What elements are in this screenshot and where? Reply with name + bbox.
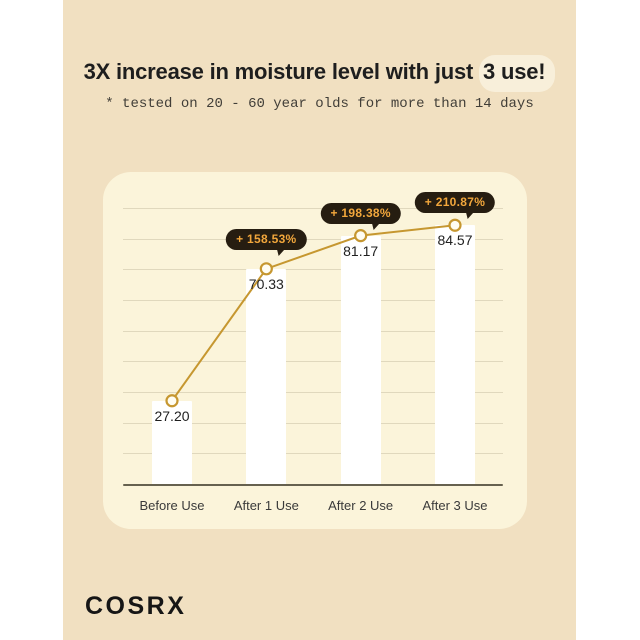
- x-axis-line: [123, 484, 503, 486]
- x-axis-label: After 3 Use: [422, 498, 488, 513]
- growth-badge: + 158.53%: [226, 229, 307, 250]
- growth-badge: + 210.87%: [414, 192, 496, 213]
- trend-line: [171, 224, 456, 402]
- bar: [152, 400, 192, 484]
- bar: [434, 225, 475, 484]
- x-axis-label: After 2 Use: [328, 498, 394, 513]
- headline: 3X increase in moisture level with just …: [63, 55, 576, 92]
- brand-logo: COSRX: [85, 592, 187, 620]
- headline-text: 3X increase in moisture level with just: [83, 59, 480, 84]
- bar: [340, 235, 381, 484]
- bar: [246, 268, 287, 484]
- x-axis-label: After 1 Use: [233, 498, 299, 513]
- bar-value-label: 27.20: [154, 407, 190, 424]
- disclaimer-note: * tested on 20 - 60 year olds for more t…: [105, 96, 534, 112]
- chart-panel: 27.20 Before Use 70.33 After 1 Use 81.17 Afte…: [103, 172, 527, 529]
- promo-card: 3X increase in moisture level with just …: [63, 0, 576, 640]
- growth-badge: + 198.38%: [320, 203, 401, 224]
- bar-value-label: 70.33: [248, 275, 284, 292]
- gridline: [123, 208, 503, 209]
- bar-value-label: 84.57: [437, 232, 473, 249]
- gridline: [123, 453, 503, 455]
- bar-value-label: 81.17: [343, 242, 379, 259]
- x-axis-label: Before Use: [139, 498, 205, 513]
- headline-highlight: 3 use!: [479, 55, 556, 92]
- gridline: [123, 422, 503, 424]
